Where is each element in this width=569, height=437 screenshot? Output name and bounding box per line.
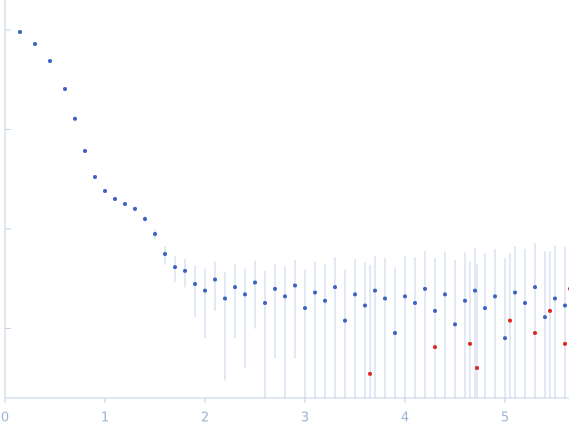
- data-point: [373, 288, 377, 293]
- data-point: [73, 116, 77, 121]
- data-point: [533, 331, 537, 336]
- x-tick-label: 5: [501, 411, 509, 426]
- data-point: [273, 286, 277, 291]
- data-point: [153, 231, 157, 236]
- data-point: [443, 292, 447, 297]
- data-point: [533, 285, 537, 290]
- data-point: [333, 285, 337, 290]
- data-point: [113, 197, 117, 201]
- data-point: [503, 336, 507, 341]
- data-point: [548, 308, 552, 313]
- data-point: [453, 322, 457, 327]
- data-point: [403, 294, 407, 299]
- data-point: [313, 290, 317, 295]
- data-point: [543, 315, 547, 320]
- data-point: [433, 308, 437, 313]
- x-tick-label: 2: [201, 411, 209, 426]
- data-point: [508, 318, 512, 323]
- data-point: [323, 298, 327, 303]
- data-point: [553, 296, 557, 301]
- data-point: [283, 294, 287, 299]
- data-point: [263, 301, 267, 306]
- data-point: [83, 148, 87, 153]
- points: [18, 29, 569, 376]
- error-bars: [19, 31, 566, 398]
- data-point: [393, 331, 397, 336]
- data-point: [93, 174, 97, 179]
- data-point: [63, 87, 67, 92]
- data-point: [303, 306, 307, 311]
- data-point: [343, 318, 347, 323]
- data-point: [193, 281, 197, 286]
- data-point: [48, 58, 52, 63]
- data-point: [468, 341, 472, 346]
- data-point: [353, 292, 357, 297]
- data-point: [363, 303, 367, 308]
- data-point: [253, 280, 257, 285]
- data-point: [18, 29, 22, 34]
- data-point: [243, 292, 247, 297]
- data-point: [33, 41, 37, 46]
- data-point: [143, 216, 147, 221]
- data-point: [103, 188, 107, 193]
- data-point: [523, 301, 527, 306]
- data-point: [473, 288, 477, 293]
- x-tick-label: 4: [401, 411, 409, 426]
- data-point: [423, 286, 427, 291]
- data-point: [513, 290, 517, 295]
- data-point: [173, 265, 177, 270]
- data-point: [433, 345, 437, 350]
- x-tick-label: 3: [301, 411, 309, 426]
- data-point: [223, 296, 227, 301]
- data-point: [483, 306, 487, 311]
- data-point: [233, 285, 237, 290]
- data-point: [203, 288, 207, 293]
- data-point: [563, 303, 567, 308]
- data-point: [293, 283, 297, 288]
- data-point: [383, 296, 387, 301]
- data-point: [183, 268, 187, 273]
- data-point: [163, 252, 167, 257]
- data-point: [213, 277, 217, 282]
- data-point: [133, 206, 137, 211]
- data-point: [563, 341, 567, 346]
- x-tick-label: 1: [101, 411, 109, 426]
- data-point: [475, 366, 479, 371]
- data-point: [413, 301, 417, 306]
- data-point: [463, 298, 467, 303]
- x-tick-label: 0: [1, 411, 9, 426]
- data-point: [368, 371, 372, 376]
- data-point: [123, 202, 127, 207]
- data-point: [493, 294, 497, 299]
